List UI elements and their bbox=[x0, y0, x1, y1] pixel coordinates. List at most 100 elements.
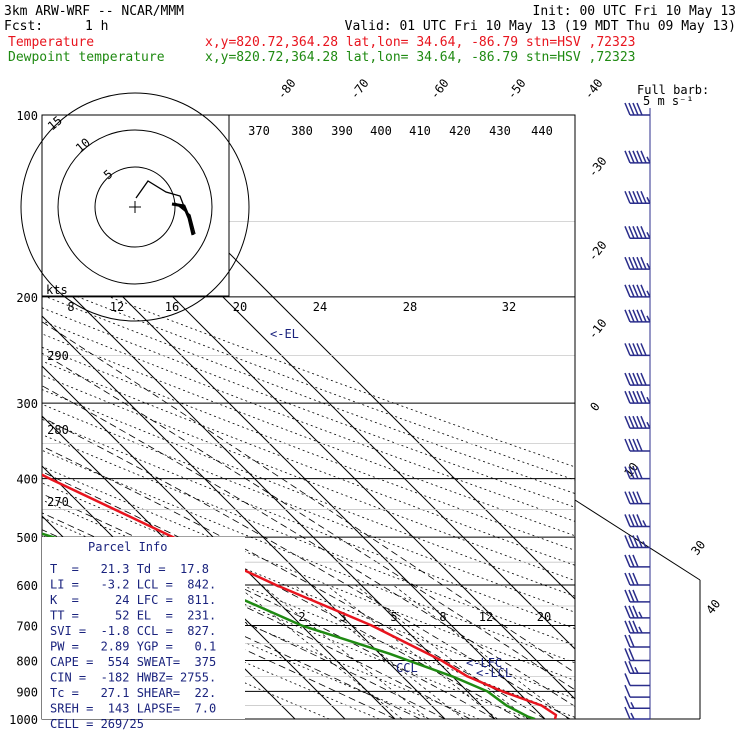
isotherm-label: -60 bbox=[427, 76, 451, 102]
wind-barb bbox=[624, 226, 651, 240]
wind-barb bbox=[624, 696, 650, 710]
wind-barb-half bbox=[634, 666, 639, 674]
wind-barb-half bbox=[642, 520, 647, 527]
wind-barb-flag bbox=[640, 190, 647, 204]
parcel-info-line: CELL = 269/25 bbox=[50, 717, 144, 731]
wind-barb-flag bbox=[632, 554, 639, 568]
wind-barb-half bbox=[646, 315, 651, 323]
wind-barb-flag bbox=[624, 102, 631, 116]
wind-barb-flag bbox=[628, 415, 635, 429]
parcel-info-line: Tc = 27.1 SHEAR= 22. bbox=[50, 686, 216, 700]
pressure-tick-label: 300 bbox=[16, 397, 38, 411]
mixing-ratio-label: 32 bbox=[502, 300, 516, 314]
wind-barb-flag bbox=[640, 150, 647, 164]
hodograph-units: kts bbox=[46, 283, 68, 297]
wind-barb bbox=[624, 634, 650, 648]
parcel-info-line: SREH = 143 LAPSE= 7.0 bbox=[50, 702, 216, 716]
wind-barb-flag bbox=[624, 634, 631, 648]
theta-label: 420 bbox=[449, 124, 471, 138]
wind-barb-flag bbox=[632, 415, 639, 429]
wind-barb-flag bbox=[628, 226, 635, 239]
wind-barb-half bbox=[646, 290, 651, 298]
wind-barb-flag bbox=[636, 256, 643, 270]
wind-barb-flag bbox=[624, 605, 631, 619]
pressure-tick-label: 400 bbox=[16, 473, 38, 487]
parcel-info-title: Parcel Info bbox=[88, 540, 167, 554]
wind-barb-flag bbox=[624, 660, 631, 674]
wind-barb-half bbox=[646, 396, 651, 404]
mixing-ratio-label: 24 bbox=[313, 300, 327, 314]
wind-barb-flag bbox=[636, 343, 643, 356]
wind-barb bbox=[624, 706, 650, 720]
hodograph-trace-bold bbox=[171, 202, 195, 236]
wind-barb-flag bbox=[628, 372, 635, 386]
wind-barb-flag bbox=[640, 343, 647, 356]
wind-barb-flag bbox=[624, 343, 631, 356]
wind-barb-flag bbox=[636, 226, 643, 239]
wind-barb bbox=[624, 284, 651, 298]
wind-barb-flag bbox=[624, 415, 631, 429]
plot-frame bbox=[41, 114, 576, 720]
mixing-ratio-label: 28 bbox=[403, 300, 417, 314]
pressure-tick-label: 1000 bbox=[9, 713, 38, 727]
wind-barb bbox=[624, 438, 650, 452]
wind-barb-flag bbox=[624, 491, 631, 504]
wind-barb-flag bbox=[640, 309, 647, 323]
wind-barb-flag bbox=[624, 589, 631, 603]
wind-barb-flag bbox=[628, 589, 635, 603]
wind-barb-flag bbox=[624, 466, 631, 479]
wind-barb-flag bbox=[624, 150, 631, 164]
el-annotation: <-EL bbox=[270, 327, 299, 341]
wind-barb-flag bbox=[632, 190, 639, 204]
mixing-ratio-label-low: 3 bbox=[339, 610, 346, 624]
full-barb-label: Full barb: bbox=[637, 83, 709, 97]
wind-barb-flag bbox=[632, 343, 639, 356]
plot-edge-diagonal bbox=[574, 499, 701, 581]
mixing-ratio-label-low: 12 bbox=[479, 610, 493, 624]
wind-barb-flag bbox=[632, 466, 639, 479]
mixing-ratio-line bbox=[261, 584, 429, 719]
wind-barb-flag bbox=[632, 620, 639, 634]
mixing-ratio-label: 8 bbox=[67, 300, 74, 314]
wind-barb bbox=[624, 190, 651, 205]
full-barb-unit: 5 m s⁻¹ bbox=[643, 94, 694, 108]
wind-barb bbox=[624, 372, 650, 386]
wind-barb-flag bbox=[628, 438, 635, 452]
wind-barb-flag bbox=[628, 284, 635, 298]
mixing-ratio-line bbox=[235, 584, 403, 719]
isotherm-label: -10 bbox=[585, 316, 609, 342]
hodograph-ring bbox=[20, 92, 250, 322]
wind-barb bbox=[624, 256, 651, 270]
wind-barb-flag bbox=[632, 309, 639, 323]
isotherm-label: 0 bbox=[587, 400, 602, 414]
wind-barb-flag bbox=[632, 589, 639, 603]
wind-barb-flag bbox=[628, 620, 635, 634]
isotherm-line bbox=[42, 365, 396, 719]
wind-barb-flag bbox=[632, 390, 639, 404]
wind-barb-flag bbox=[624, 572, 631, 586]
wind-barb bbox=[624, 572, 650, 586]
mixing-ratio-label-low: 5 bbox=[390, 610, 397, 624]
wind-barb-flag bbox=[628, 660, 635, 674]
wind-barb-flag bbox=[636, 514, 643, 527]
wind-barb bbox=[624, 605, 650, 619]
wind-barb-flag bbox=[636, 491, 643, 504]
theta-label: 380 bbox=[291, 124, 313, 138]
wind-barb-flag bbox=[624, 438, 631, 452]
wind-barb-flag bbox=[628, 309, 635, 323]
wind-barb-half bbox=[638, 611, 643, 619]
wind-barb bbox=[624, 684, 650, 698]
wind-barb-flag bbox=[636, 466, 643, 479]
valid-time: Valid: 01 UTC Fri 10 May 13 (19 MDT Thu … bbox=[345, 19, 736, 34]
wind-barb-flag bbox=[632, 372, 639, 386]
mixing-ratio-label: 20 bbox=[233, 300, 247, 314]
parcel-info-line: PW = 2.89 YGP = 0.1 bbox=[50, 640, 216, 654]
wind-barb-half bbox=[646, 156, 651, 164]
pressure-tick-label: 200 bbox=[16, 291, 38, 305]
temperature-location: x,y=820.72,364.28 lat,lon= 34.64, -86.79… bbox=[205, 35, 635, 50]
dry-adiabat-label: 290 bbox=[47, 349, 69, 363]
wind-barb-flag bbox=[632, 572, 639, 586]
wind-barb bbox=[624, 415, 651, 429]
parcel-info-line: T = 21.3 Td = 17.8 bbox=[50, 562, 209, 576]
